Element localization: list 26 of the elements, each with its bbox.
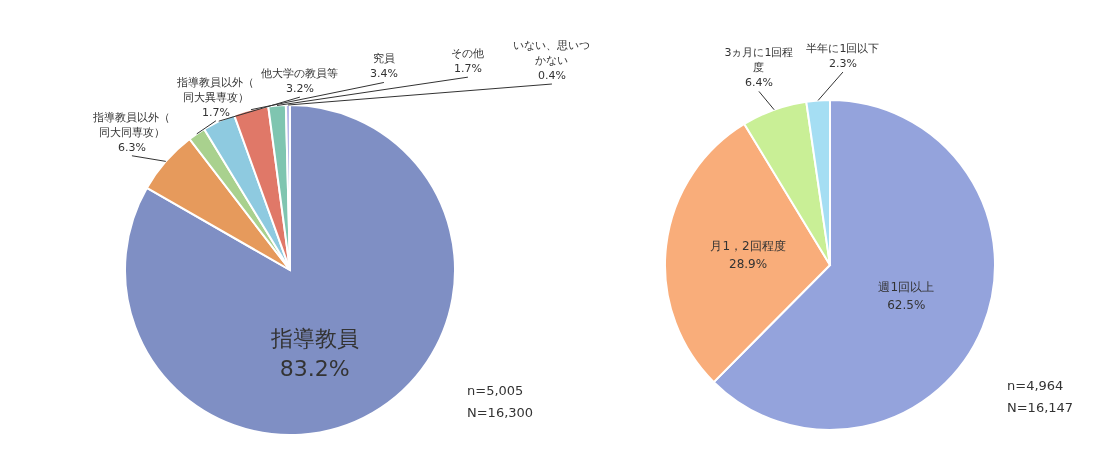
slice-label: 指導教員以外（同大同専攻） (92, 110, 171, 139)
data-label: 0.4% (537, 68, 566, 82)
data-label: 1.7% (453, 61, 482, 75)
data-label: 6.4% (744, 75, 773, 89)
data-label: 6.3% (117, 140, 146, 154)
text: N=16,300 (467, 405, 534, 420)
slice-label: 究員 (372, 51, 395, 65)
data-label: 28.9% (729, 257, 768, 272)
text: N=16,147 (1007, 400, 1074, 415)
text: n=5,005 (467, 383, 524, 398)
data-label: 1.7% (201, 105, 230, 119)
slice-label: 月1，2回程度 (710, 239, 786, 254)
slice-label: 指導教員 (269, 325, 359, 351)
slice-label: 指導教員以外（同大異専攻） (176, 75, 255, 104)
slice-label: 半年に1回以下 (806, 41, 880, 55)
slice-label: 週1回以上 (878, 280, 935, 295)
slice-label: いない、思いつかない (513, 38, 591, 67)
slice-label: 他大学の教員等 (261, 66, 339, 80)
data-label: 3.4% (369, 66, 398, 80)
slice-label: 3ヵ月に1回程度 (724, 45, 794, 74)
text: n=4,964 (1007, 378, 1064, 393)
slice-label: その他 (451, 46, 485, 60)
data-label: 2.3% (828, 56, 857, 70)
data-label: 3.2% (285, 81, 314, 95)
data-label: 62.5% (887, 298, 926, 313)
data-label: 83.2% (279, 355, 350, 381)
